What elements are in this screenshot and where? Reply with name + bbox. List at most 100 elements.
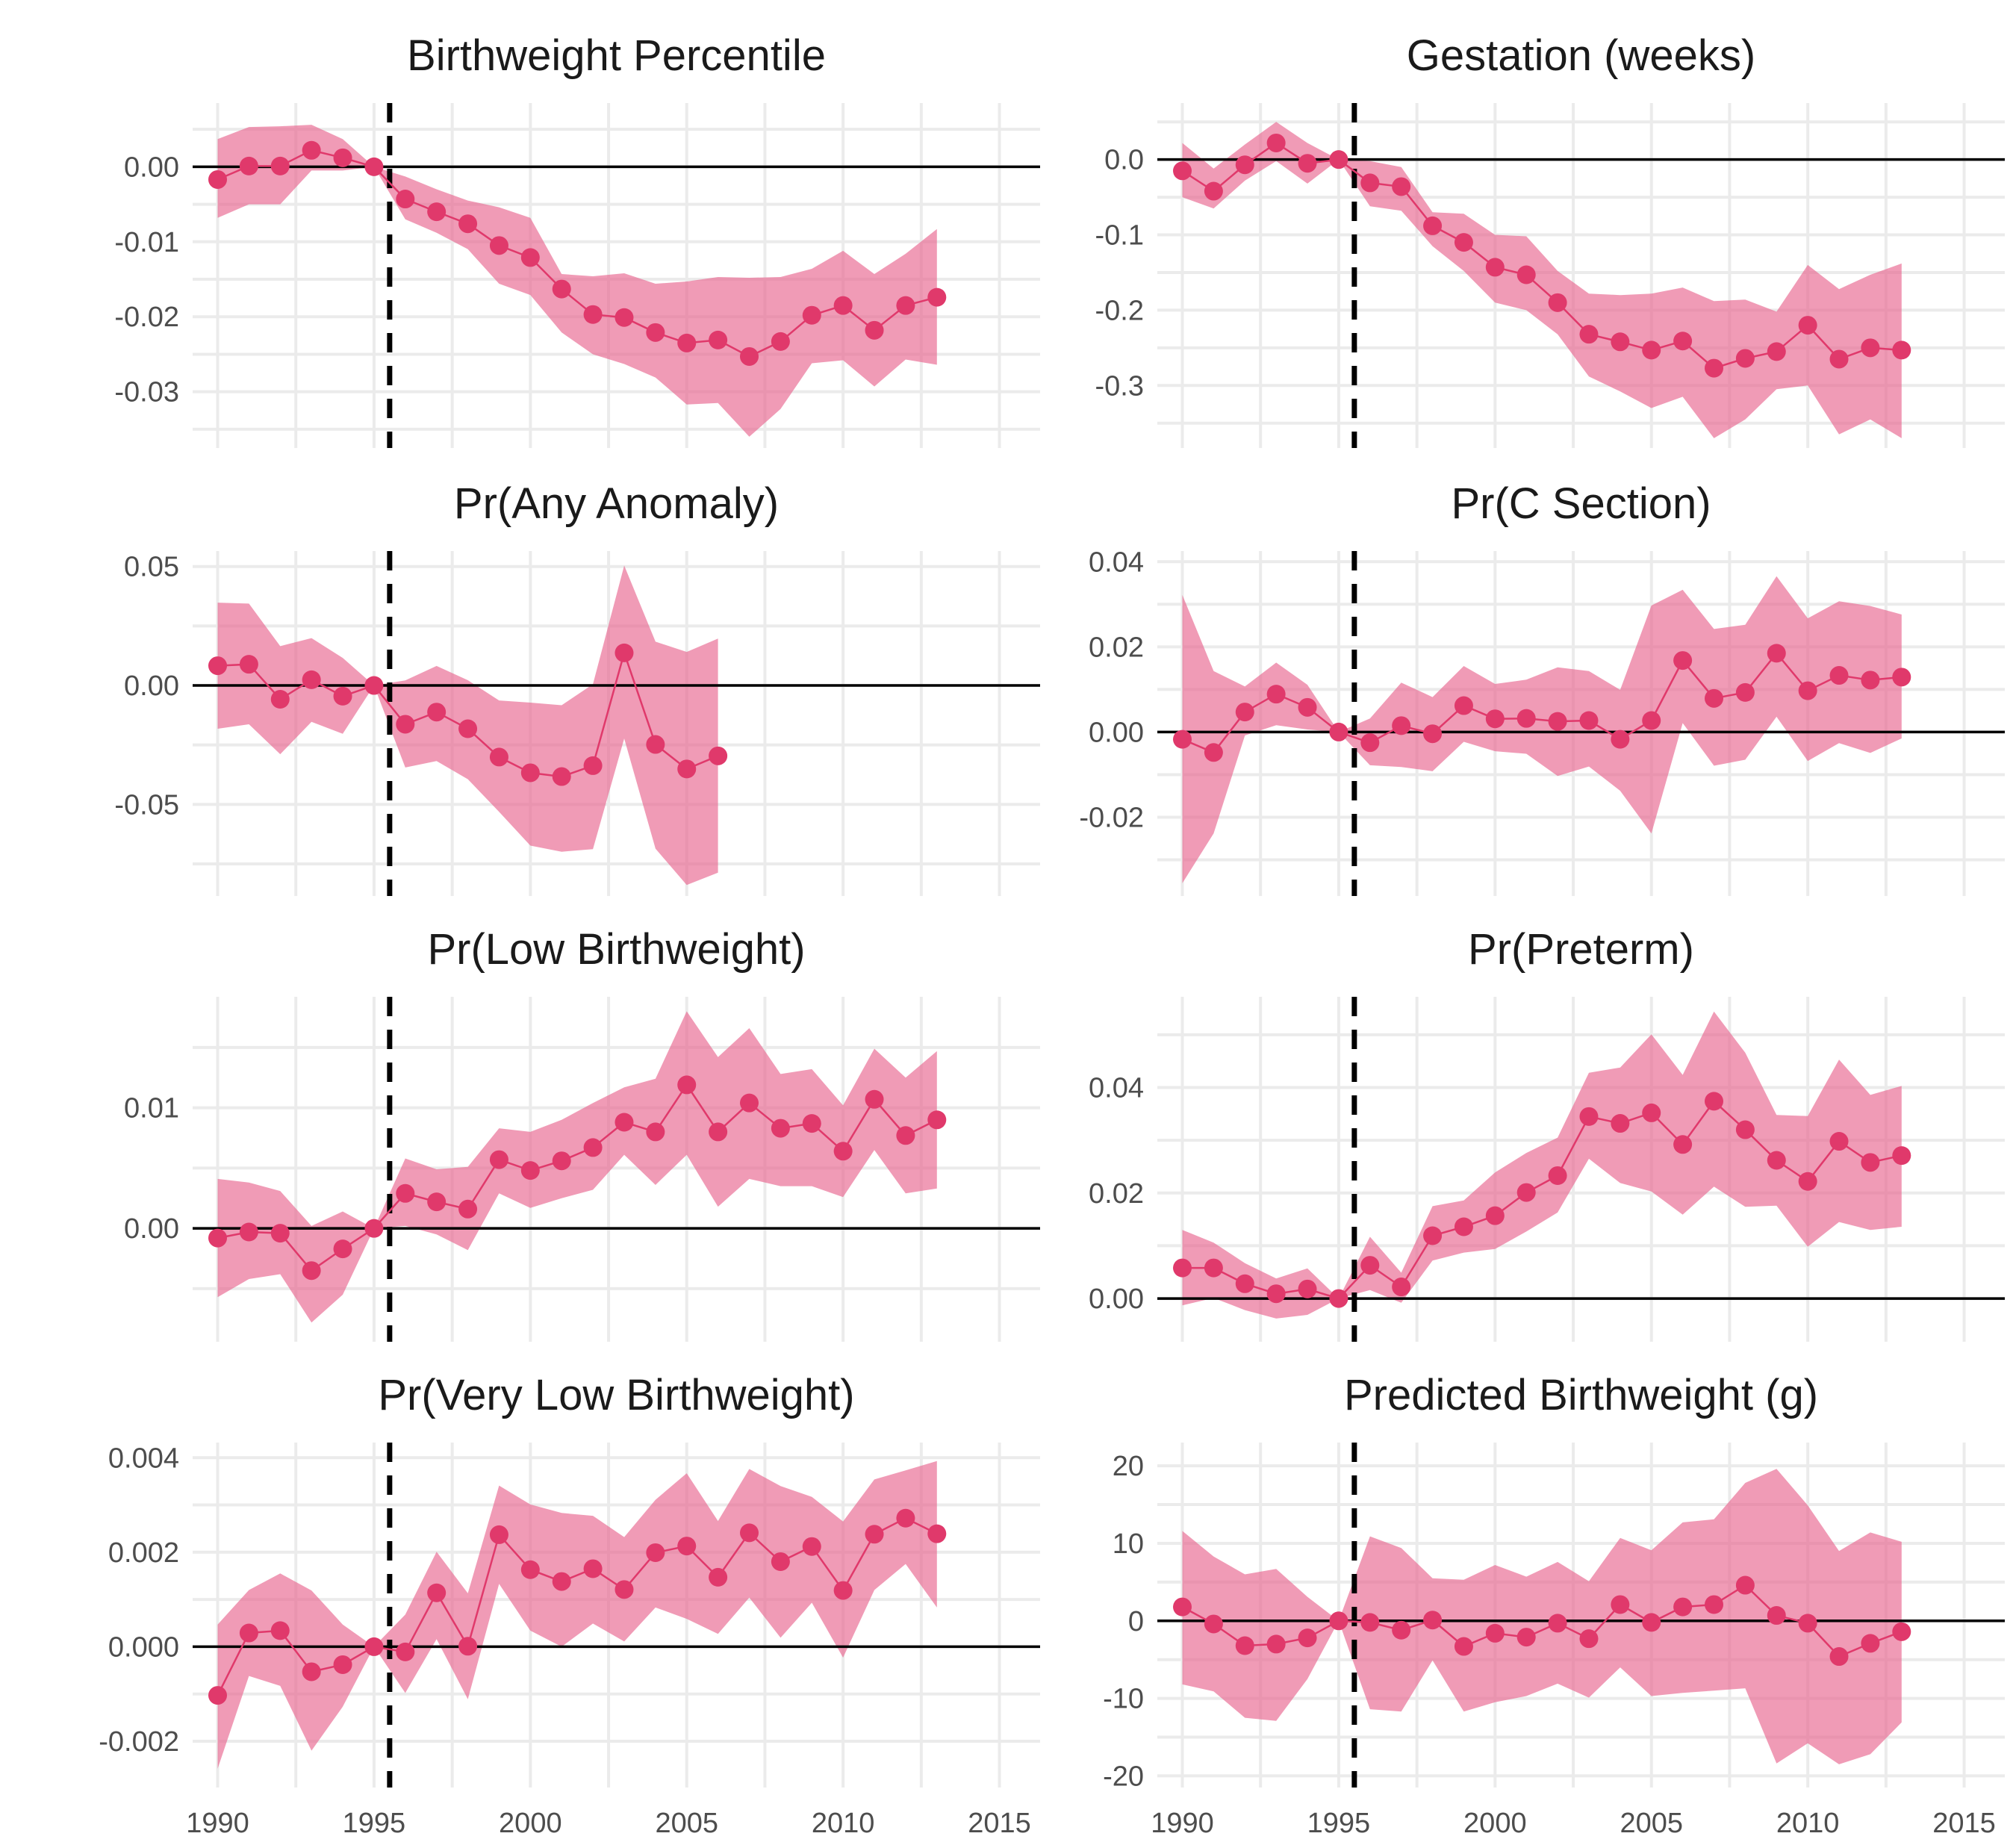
- data-point: [427, 703, 447, 722]
- data-point: [1266, 1634, 1286, 1654]
- data-point: [520, 1560, 540, 1579]
- data-point: [865, 1089, 884, 1109]
- data-point: [1173, 1258, 1192, 1278]
- chart-panel-2: Gestation (weeks) 0.0 -0.1 -0.2 -0.3: [1095, 31, 2005, 448]
- data-point: [1516, 1183, 1536, 1202]
- data-point: [1235, 155, 1254, 175]
- y-tick-label: 0.02: [1089, 632, 1144, 663]
- data-point: [771, 1119, 790, 1138]
- data-point: [1579, 1107, 1599, 1126]
- data-point: [333, 148, 352, 167]
- data-point: [1798, 1614, 1817, 1633]
- data-point: [458, 214, 478, 234]
- y-tick-label: 0.04: [1089, 1073, 1144, 1104]
- y-tick-label: -10: [1103, 1684, 1144, 1715]
- data-point: [1735, 349, 1755, 368]
- data-point: [333, 686, 352, 706]
- x-tick-label: 2000: [499, 1808, 562, 1839]
- data-point: [1454, 1637, 1473, 1656]
- data-point: [1829, 349, 1849, 369]
- data-point: [1579, 1629, 1599, 1649]
- data-point: [364, 157, 384, 176]
- data-point: [552, 1151, 571, 1171]
- data-point: [1454, 696, 1473, 715]
- data-point: [677, 759, 697, 779]
- data-point: [1235, 703, 1254, 722]
- data-point: [302, 140, 321, 160]
- data-point: [1798, 316, 1817, 335]
- data-point: [333, 1655, 352, 1674]
- y-tick-label: -0.3: [1095, 370, 1144, 402]
- data-point: [583, 1559, 603, 1578]
- data-point: [1298, 697, 1317, 717]
- data-point: [1360, 733, 1380, 753]
- y-tick-label: -0.01: [114, 227, 179, 258]
- x-tick-label: 1995: [343, 1808, 406, 1839]
- y-tick-label: -0.1: [1095, 220, 1144, 252]
- y-tick-label: 0.002: [108, 1537, 179, 1569]
- data-point: [583, 756, 603, 775]
- data-point: [1548, 712, 1567, 731]
- data-point: [1798, 681, 1817, 700]
- data-point: [615, 1580, 634, 1599]
- data-point: [1829, 1132, 1849, 1151]
- data-point: [802, 1537, 821, 1556]
- chart-panel-8: Predicted Birthweight (g)20100-10-201990…: [1103, 1371, 2005, 1839]
- data-point: [1298, 154, 1317, 173]
- y-tick-label: -0.03: [114, 377, 179, 408]
- data-point: [677, 333, 697, 352]
- data-point: [458, 719, 478, 738]
- data-point: [1673, 1597, 1693, 1617]
- data-point: [896, 1126, 915, 1145]
- data-point: [270, 1224, 290, 1243]
- data-point: [1329, 1289, 1348, 1308]
- x-tick-label: 1990: [1151, 1808, 1214, 1839]
- data-point: [1329, 1611, 1348, 1631]
- data-point: [1642, 1103, 1661, 1122]
- data-point: [1329, 722, 1348, 741]
- data-point: [1798, 1172, 1817, 1191]
- data-point: [1861, 1634, 1880, 1653]
- confidence-band: [217, 1011, 937, 1323]
- data-point: [1173, 1597, 1192, 1617]
- data-point: [771, 332, 790, 351]
- data-point: [1392, 177, 1411, 196]
- data-point: [208, 1686, 228, 1705]
- data-point: [1516, 1628, 1536, 1647]
- x-tick-label: 2015: [968, 1808, 1031, 1839]
- confidence-band: [1182, 1469, 1902, 1764]
- data-point: [1767, 1151, 1786, 1170]
- data-point: [833, 1581, 853, 1600]
- data-point: [1516, 265, 1536, 284]
- data-point: [1423, 1226, 1443, 1245]
- panel-title: Pr(Preterm): [1468, 925, 1694, 974]
- data-point: [520, 1161, 540, 1180]
- data-point: [1611, 332, 1630, 352]
- data-point: [364, 1637, 384, 1656]
- data-point: [1892, 340, 1911, 360]
- data-point: [208, 1228, 228, 1248]
- data-point: [802, 1114, 821, 1133]
- y-tick-label: 0.02: [1089, 1178, 1144, 1210]
- y-tick-label: -0.02: [1079, 802, 1144, 833]
- data-point: [270, 156, 290, 175]
- panel-title: Predicted Birthweight (g): [1344, 1371, 1818, 1419]
- data-point: [1892, 1146, 1911, 1166]
- data-point: [896, 1508, 915, 1528]
- data-point: [927, 1524, 947, 1543]
- data-point: [739, 346, 759, 366]
- data-point: [458, 1199, 478, 1219]
- data-point: [302, 1662, 321, 1681]
- y-tick-label: 0.0: [1104, 145, 1144, 176]
- data-point: [333, 1239, 352, 1259]
- data-point: [677, 1075, 697, 1095]
- data-point: [1673, 651, 1693, 671]
- y-tick-label: 20: [1113, 1451, 1144, 1482]
- data-point: [646, 735, 665, 754]
- data-point: [771, 1552, 790, 1571]
- data-point: [865, 320, 884, 340]
- data-point: [1298, 1628, 1317, 1648]
- data-point: [1767, 342, 1786, 361]
- y-tick-label: 10: [1113, 1528, 1144, 1560]
- data-point: [489, 747, 508, 767]
